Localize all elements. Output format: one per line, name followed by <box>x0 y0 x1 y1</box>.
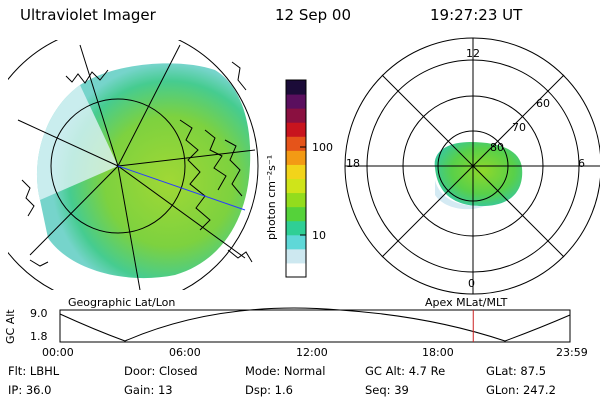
colorbar-segment <box>286 94 306 109</box>
polar-panel-label: Apex MLat/MLT <box>425 296 508 309</box>
glon-info: GLon: 247.2 <box>486 383 556 397</box>
filter-info: Flt: LBHL <box>8 364 60 378</box>
polar-plot-panel <box>344 37 600 295</box>
colorbar-frame <box>285 79 307 278</box>
lat-label-80: 80 <box>490 141 504 154</box>
blue-meridian <box>117 165 246 211</box>
colorbar-segment <box>286 206 306 222</box>
altitude-tick-low: 1.8 <box>30 330 48 343</box>
colorbar-unit-label: photon cm⁻²s⁻¹ <box>265 154 278 240</box>
geographic-panel-label: Geographic Lat/Lon <box>68 296 176 309</box>
aurora-image-polar-pale <box>435 180 485 210</box>
colorbar-tick-100: 100 <box>312 141 333 154</box>
mode-info: Mode: Normal <box>245 364 326 378</box>
lat-label-60: 60 <box>536 97 550 110</box>
colorbar-segment <box>286 262 306 278</box>
mlt-label-0: 0 <box>468 277 475 290</box>
geographic-grid <box>8 40 259 290</box>
time-tick-1200: 12:00 <box>296 346 328 359</box>
gain-info: Gain: 13 <box>124 383 173 397</box>
mlt-label-18: 18 <box>346 157 360 170</box>
observation-time: 19:27:23 UT <box>430 6 523 24</box>
colorbar-tick-10: 10 <box>312 229 326 242</box>
ip-info: IP: 36.0 <box>8 383 52 397</box>
colorbar-segment <box>286 136 306 151</box>
colorbar-segment <box>286 164 306 179</box>
altitude-panel <box>59 307 571 343</box>
altitude-tick-high: 9.0 <box>30 307 48 320</box>
colorbar-segment <box>286 150 306 165</box>
seq-info: Seq: 39 <box>365 383 409 397</box>
dsp-info: Dsp: 1.6 <box>245 383 293 397</box>
glat-info: GLat: 87.5 <box>486 364 547 378</box>
polar-grid <box>344 37 600 295</box>
instrument-title: Ultraviolet Imager <box>20 6 156 24</box>
gc-alt-info: GC Alt: 4.7 Re <box>365 364 446 378</box>
time-tick-0600: 06:00 <box>169 346 201 359</box>
mlt-label-12: 12 <box>466 47 480 60</box>
altitude-curve <box>59 307 571 342</box>
geographic-map-panel <box>8 40 259 290</box>
mlt-label-6: 6 <box>578 157 585 170</box>
time-tick-1800: 18:00 <box>422 346 454 359</box>
coastlines <box>21 61 253 267</box>
colorbar-segment <box>286 178 306 194</box>
colorbar-segment <box>286 108 306 123</box>
aurora-image-polar <box>434 142 523 207</box>
colorbar-segment <box>286 80 306 95</box>
colorbar-segment <box>286 220 306 236</box>
colorbar-ticks <box>300 146 306 236</box>
colorbar-segment <box>286 122 306 137</box>
colorbar <box>285 79 307 278</box>
colorbar-segment <box>286 192 306 208</box>
altitude-axis-label: GC Alt <box>4 309 17 344</box>
observation-date: 12 Sep 00 <box>275 6 351 24</box>
time-tick-2359: 23:59 <box>556 346 588 359</box>
colorbar-segment <box>286 248 306 264</box>
door-info: Door: Closed <box>124 364 198 378</box>
aurora-image-geographic-left-pale <box>36 85 118 200</box>
time-tick-0000: 00:00 <box>42 346 74 359</box>
lat-label-70: 70 <box>512 121 526 134</box>
colorbar-segment <box>286 234 306 250</box>
